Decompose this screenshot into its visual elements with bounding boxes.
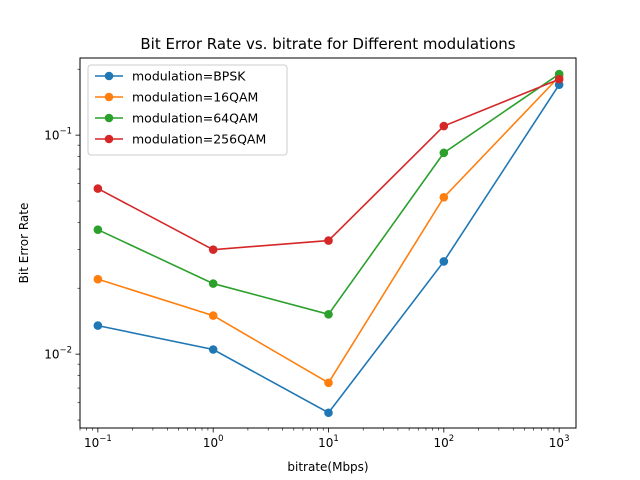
legend-marker-3 <box>104 134 114 144</box>
legend-marker-1 <box>104 92 114 102</box>
x-tick-label-2: 101 <box>318 434 339 450</box>
series-3-point-2 <box>324 236 333 245</box>
series-2-point-2 <box>324 310 333 319</box>
series-2-point-0 <box>93 225 103 234</box>
series-0-point-2 <box>324 408 333 418</box>
legend-box <box>87 64 288 156</box>
series-0-point-3 <box>439 257 449 266</box>
y-axis-label: Bit Error Rate <box>17 203 31 284</box>
legend-label-1: modulation=16QAM <box>132 90 258 105</box>
series-1-point-2 <box>324 378 333 388</box>
series-3-point-1 <box>208 245 218 254</box>
x-tick-label-3: 102 <box>433 434 454 450</box>
series-0-point-1 <box>208 345 218 354</box>
series-2-point-1 <box>208 279 218 288</box>
x-tick-label-0: 10−1 <box>84 434 112 450</box>
legend-label-2: modulation=64QAM <box>132 111 258 126</box>
series-3-point-4 <box>554 74 564 84</box>
series-1-point-1 <box>208 311 218 320</box>
legend-label-3: modulation=256QAM <box>132 132 266 147</box>
y-tick-label-1: 10−1 <box>44 127 72 143</box>
chart-title: Bit Error Rate vs. bitrate for Different… <box>140 35 515 53</box>
x-tick-label-4: 103 <box>549 434 570 450</box>
series-0-point-0 <box>93 321 103 330</box>
legend-marker-2 <box>104 113 114 123</box>
plot-frame <box>79 57 577 429</box>
series-1-point-3 <box>439 193 449 202</box>
series-1-point-0 <box>93 274 103 284</box>
series-3-point-3 <box>439 121 449 131</box>
legend-marker-0 <box>104 71 114 81</box>
x-tick-label-1: 100 <box>203 434 224 450</box>
series-2-point-3 <box>439 148 449 158</box>
x-axis-label: bitrate(Mbps) <box>287 460 368 474</box>
series-3-point-0 <box>93 184 103 193</box>
y-tick-label-0: 10−2 <box>44 346 72 362</box>
legend-label-0: modulation=BPSK <box>132 69 246 84</box>
